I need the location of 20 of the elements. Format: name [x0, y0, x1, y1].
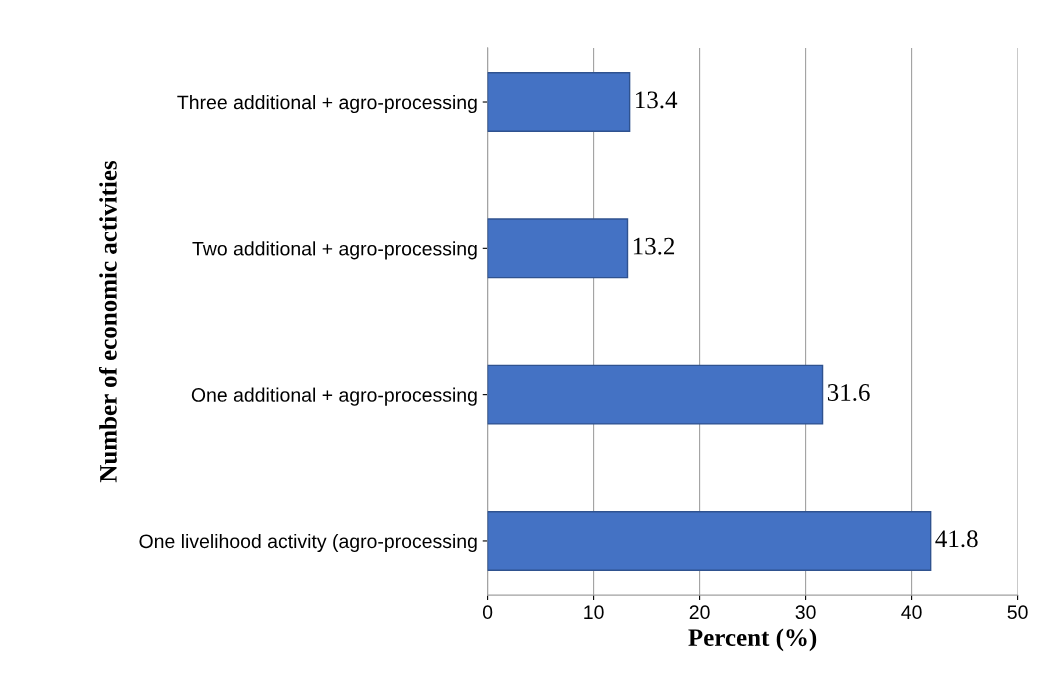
- y-axis-title: Number of economic activities: [98, 160, 117, 483]
- bar: [487, 364, 824, 425]
- y-tick-label: One livelihood activity (agro-processing: [139, 533, 477, 553]
- y-tick-label: Three additional + agro-processing: [177, 94, 477, 114]
- x-tick-label: 0: [482, 605, 493, 620]
- y-tick-label: One additional + agro-processing: [191, 387, 477, 406]
- x-tick-label: 20: [689, 605, 710, 620]
- x-tick-label: 30: [795, 605, 816, 620]
- y-tick-label: Two additional + agro-processing: [192, 241, 477, 260]
- bar: [487, 218, 629, 279]
- data-label: 13.4: [636, 91, 678, 109]
- data-label: 41.8: [935, 530, 978, 548]
- data-label: 13.2: [633, 237, 675, 255]
- x-tick-label: 10: [584, 605, 604, 620]
- bar: [487, 510, 932, 571]
- x-tick-label: 50: [1007, 605, 1028, 620]
- bar: [487, 72, 631, 132]
- x-tick-label: 40: [901, 605, 922, 620]
- data-label: 31.6: [827, 384, 870, 401]
- x-axis-title: Percent (%): [688, 628, 817, 652]
